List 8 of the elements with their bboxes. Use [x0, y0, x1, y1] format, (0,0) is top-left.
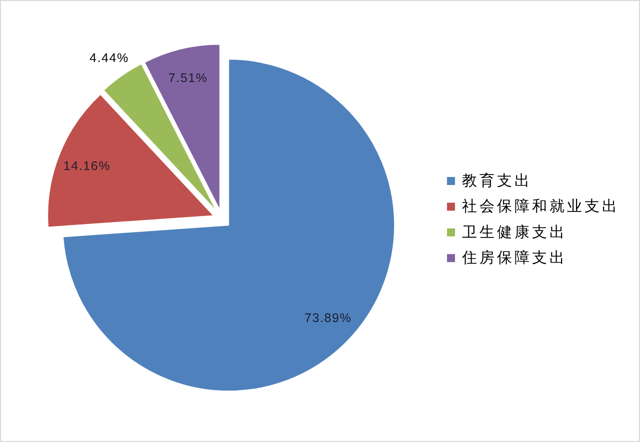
data-label: 14.16% — [63, 158, 111, 173]
legend-label: 住房保障支出 — [461, 250, 567, 267]
data-label: 7.51% — [168, 70, 208, 85]
legend-label: 卫生健康支出 — [462, 224, 567, 241]
data-label: 4.44% — [89, 51, 129, 66]
legend-label: 教育支出 — [462, 172, 532, 190]
legend-label: 社会保障和就业支出 — [462, 198, 620, 216]
data-label: 73.89% — [304, 310, 352, 325]
